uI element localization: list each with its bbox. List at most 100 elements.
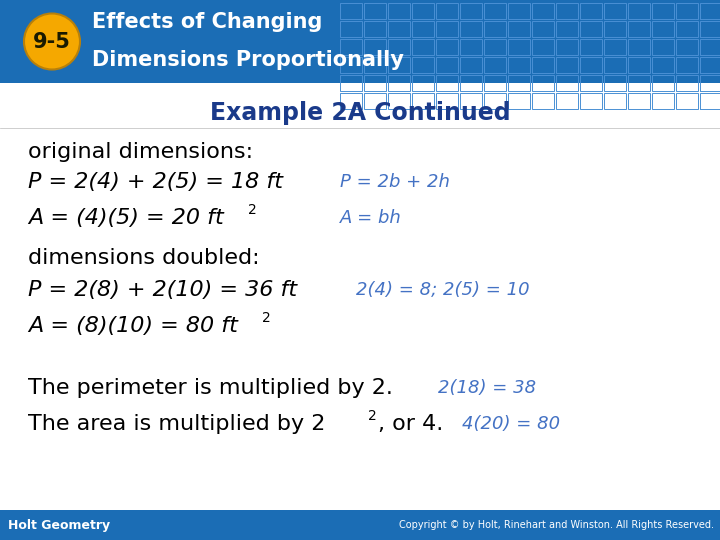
Bar xyxy=(508,3,530,19)
Bar xyxy=(0,510,720,540)
Text: Dimensions Proportionally: Dimensions Proportionally xyxy=(92,50,404,70)
Bar xyxy=(364,57,386,73)
Bar xyxy=(364,75,386,91)
Bar xyxy=(676,39,698,55)
Bar xyxy=(628,57,650,73)
Text: dimensions doubled:: dimensions doubled: xyxy=(28,248,260,268)
Bar xyxy=(700,3,720,19)
Bar xyxy=(676,21,698,37)
Bar xyxy=(532,21,554,37)
Bar xyxy=(388,3,410,19)
Bar xyxy=(508,93,530,109)
Bar xyxy=(388,93,410,109)
Bar xyxy=(676,57,698,73)
Bar xyxy=(340,57,362,73)
Bar xyxy=(388,39,410,55)
Text: original dimensions:: original dimensions: xyxy=(28,142,253,162)
Text: 2: 2 xyxy=(248,203,257,217)
Text: Holt Geometry: Holt Geometry xyxy=(8,518,110,531)
Bar xyxy=(604,93,626,109)
Bar xyxy=(628,39,650,55)
Text: 9-5: 9-5 xyxy=(33,31,71,51)
Text: A = (8)(10) = 80 ft: A = (8)(10) = 80 ft xyxy=(28,316,238,336)
Bar xyxy=(508,21,530,37)
Bar xyxy=(700,57,720,73)
Bar xyxy=(484,3,506,19)
Text: The perimeter is multiplied by 2.: The perimeter is multiplied by 2. xyxy=(28,378,393,398)
Bar xyxy=(364,21,386,37)
Bar xyxy=(604,39,626,55)
Bar xyxy=(364,93,386,109)
Text: Effects of Changing: Effects of Changing xyxy=(92,12,323,32)
Text: 2: 2 xyxy=(262,311,271,325)
Bar xyxy=(652,93,674,109)
Bar xyxy=(604,57,626,73)
Bar xyxy=(340,93,362,109)
Bar xyxy=(628,75,650,91)
Bar xyxy=(604,75,626,91)
Text: 2: 2 xyxy=(368,409,377,423)
Bar xyxy=(364,39,386,55)
Bar xyxy=(412,39,434,55)
Bar xyxy=(388,75,410,91)
Bar xyxy=(652,21,674,37)
Bar xyxy=(652,3,674,19)
Bar xyxy=(436,93,458,109)
Text: 4(20) = 80: 4(20) = 80 xyxy=(462,415,560,433)
Circle shape xyxy=(24,14,80,70)
Bar xyxy=(532,75,554,91)
Bar xyxy=(700,75,720,91)
Bar xyxy=(676,93,698,109)
Text: , or 4.: , or 4. xyxy=(378,414,444,434)
Bar xyxy=(580,57,602,73)
Bar xyxy=(412,93,434,109)
Bar xyxy=(388,21,410,37)
Bar xyxy=(0,0,720,83)
Bar xyxy=(436,3,458,19)
Text: A = bh: A = bh xyxy=(340,209,402,227)
Bar xyxy=(556,57,578,73)
Text: The area is multiplied by 2: The area is multiplied by 2 xyxy=(28,414,325,434)
Bar xyxy=(412,3,434,19)
Bar xyxy=(340,75,362,91)
Bar xyxy=(484,39,506,55)
Bar xyxy=(460,57,482,73)
Text: P = 2b + 2h: P = 2b + 2h xyxy=(340,173,450,191)
Bar xyxy=(532,57,554,73)
Bar xyxy=(340,21,362,37)
Bar xyxy=(364,3,386,19)
Bar xyxy=(484,75,506,91)
Bar xyxy=(532,3,554,19)
Bar xyxy=(556,39,578,55)
Bar xyxy=(412,21,434,37)
Bar xyxy=(652,57,674,73)
Bar xyxy=(628,93,650,109)
Bar xyxy=(436,57,458,73)
Bar xyxy=(700,93,720,109)
Bar xyxy=(556,3,578,19)
Bar xyxy=(652,75,674,91)
Bar xyxy=(580,39,602,55)
Bar xyxy=(532,93,554,109)
Text: P = 2(4) + 2(5) = 18 ft: P = 2(4) + 2(5) = 18 ft xyxy=(28,172,283,192)
Bar xyxy=(340,39,362,55)
Bar xyxy=(460,3,482,19)
Bar xyxy=(700,21,720,37)
Bar xyxy=(604,3,626,19)
Bar xyxy=(484,57,506,73)
Bar xyxy=(628,21,650,37)
Bar xyxy=(556,21,578,37)
Bar xyxy=(436,39,458,55)
Bar xyxy=(508,75,530,91)
Bar xyxy=(556,75,578,91)
Bar xyxy=(676,75,698,91)
Bar xyxy=(604,21,626,37)
Bar xyxy=(484,21,506,37)
Bar xyxy=(700,39,720,55)
Text: 2(4) = 8; 2(5) = 10: 2(4) = 8; 2(5) = 10 xyxy=(356,281,530,299)
Bar xyxy=(652,39,674,55)
Text: Example 2A Continued: Example 2A Continued xyxy=(210,101,510,125)
Bar xyxy=(484,93,506,109)
Bar xyxy=(460,93,482,109)
Text: P = 2(8) + 2(10) = 36 ft: P = 2(8) + 2(10) = 36 ft xyxy=(28,280,297,300)
